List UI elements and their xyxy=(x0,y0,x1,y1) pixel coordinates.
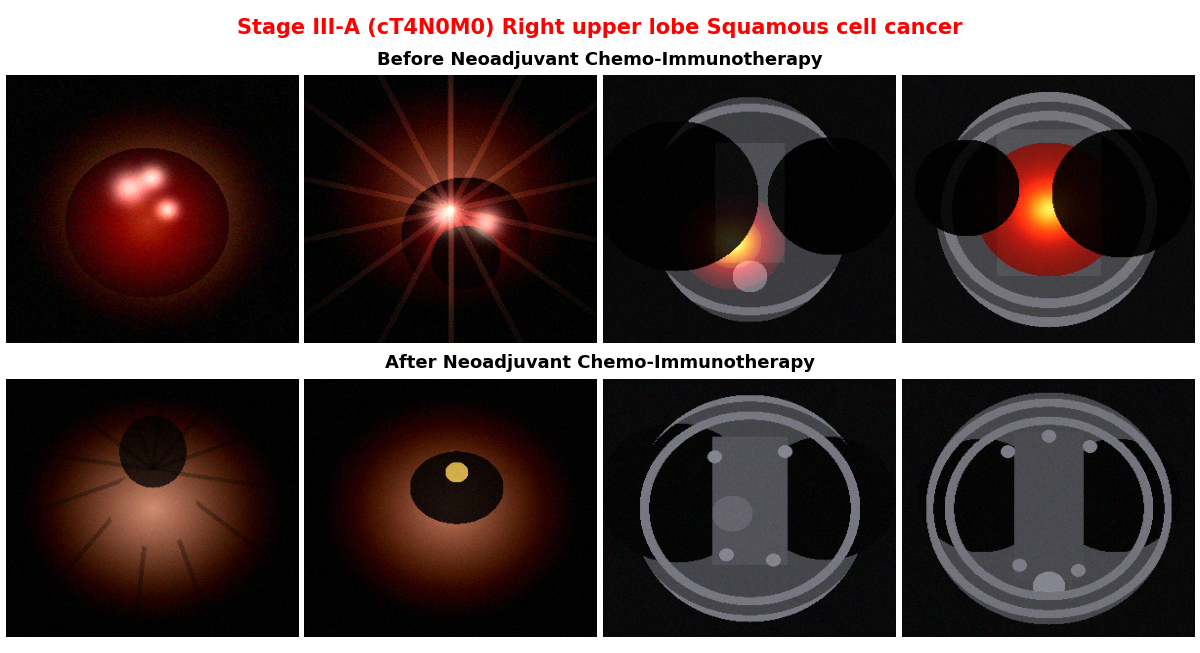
Text: After Neoadjuvant Chemo-Immunotherapy: After Neoadjuvant Chemo-Immunotherapy xyxy=(385,354,815,372)
Text: Stage III-A (cT4N0M0) Right upper lobe Squamous cell cancer: Stage III-A (cT4N0M0) Right upper lobe S… xyxy=(238,18,962,39)
Text: Before Neoadjuvant Chemo-Immunotherapy: Before Neoadjuvant Chemo-Immunotherapy xyxy=(377,51,823,69)
